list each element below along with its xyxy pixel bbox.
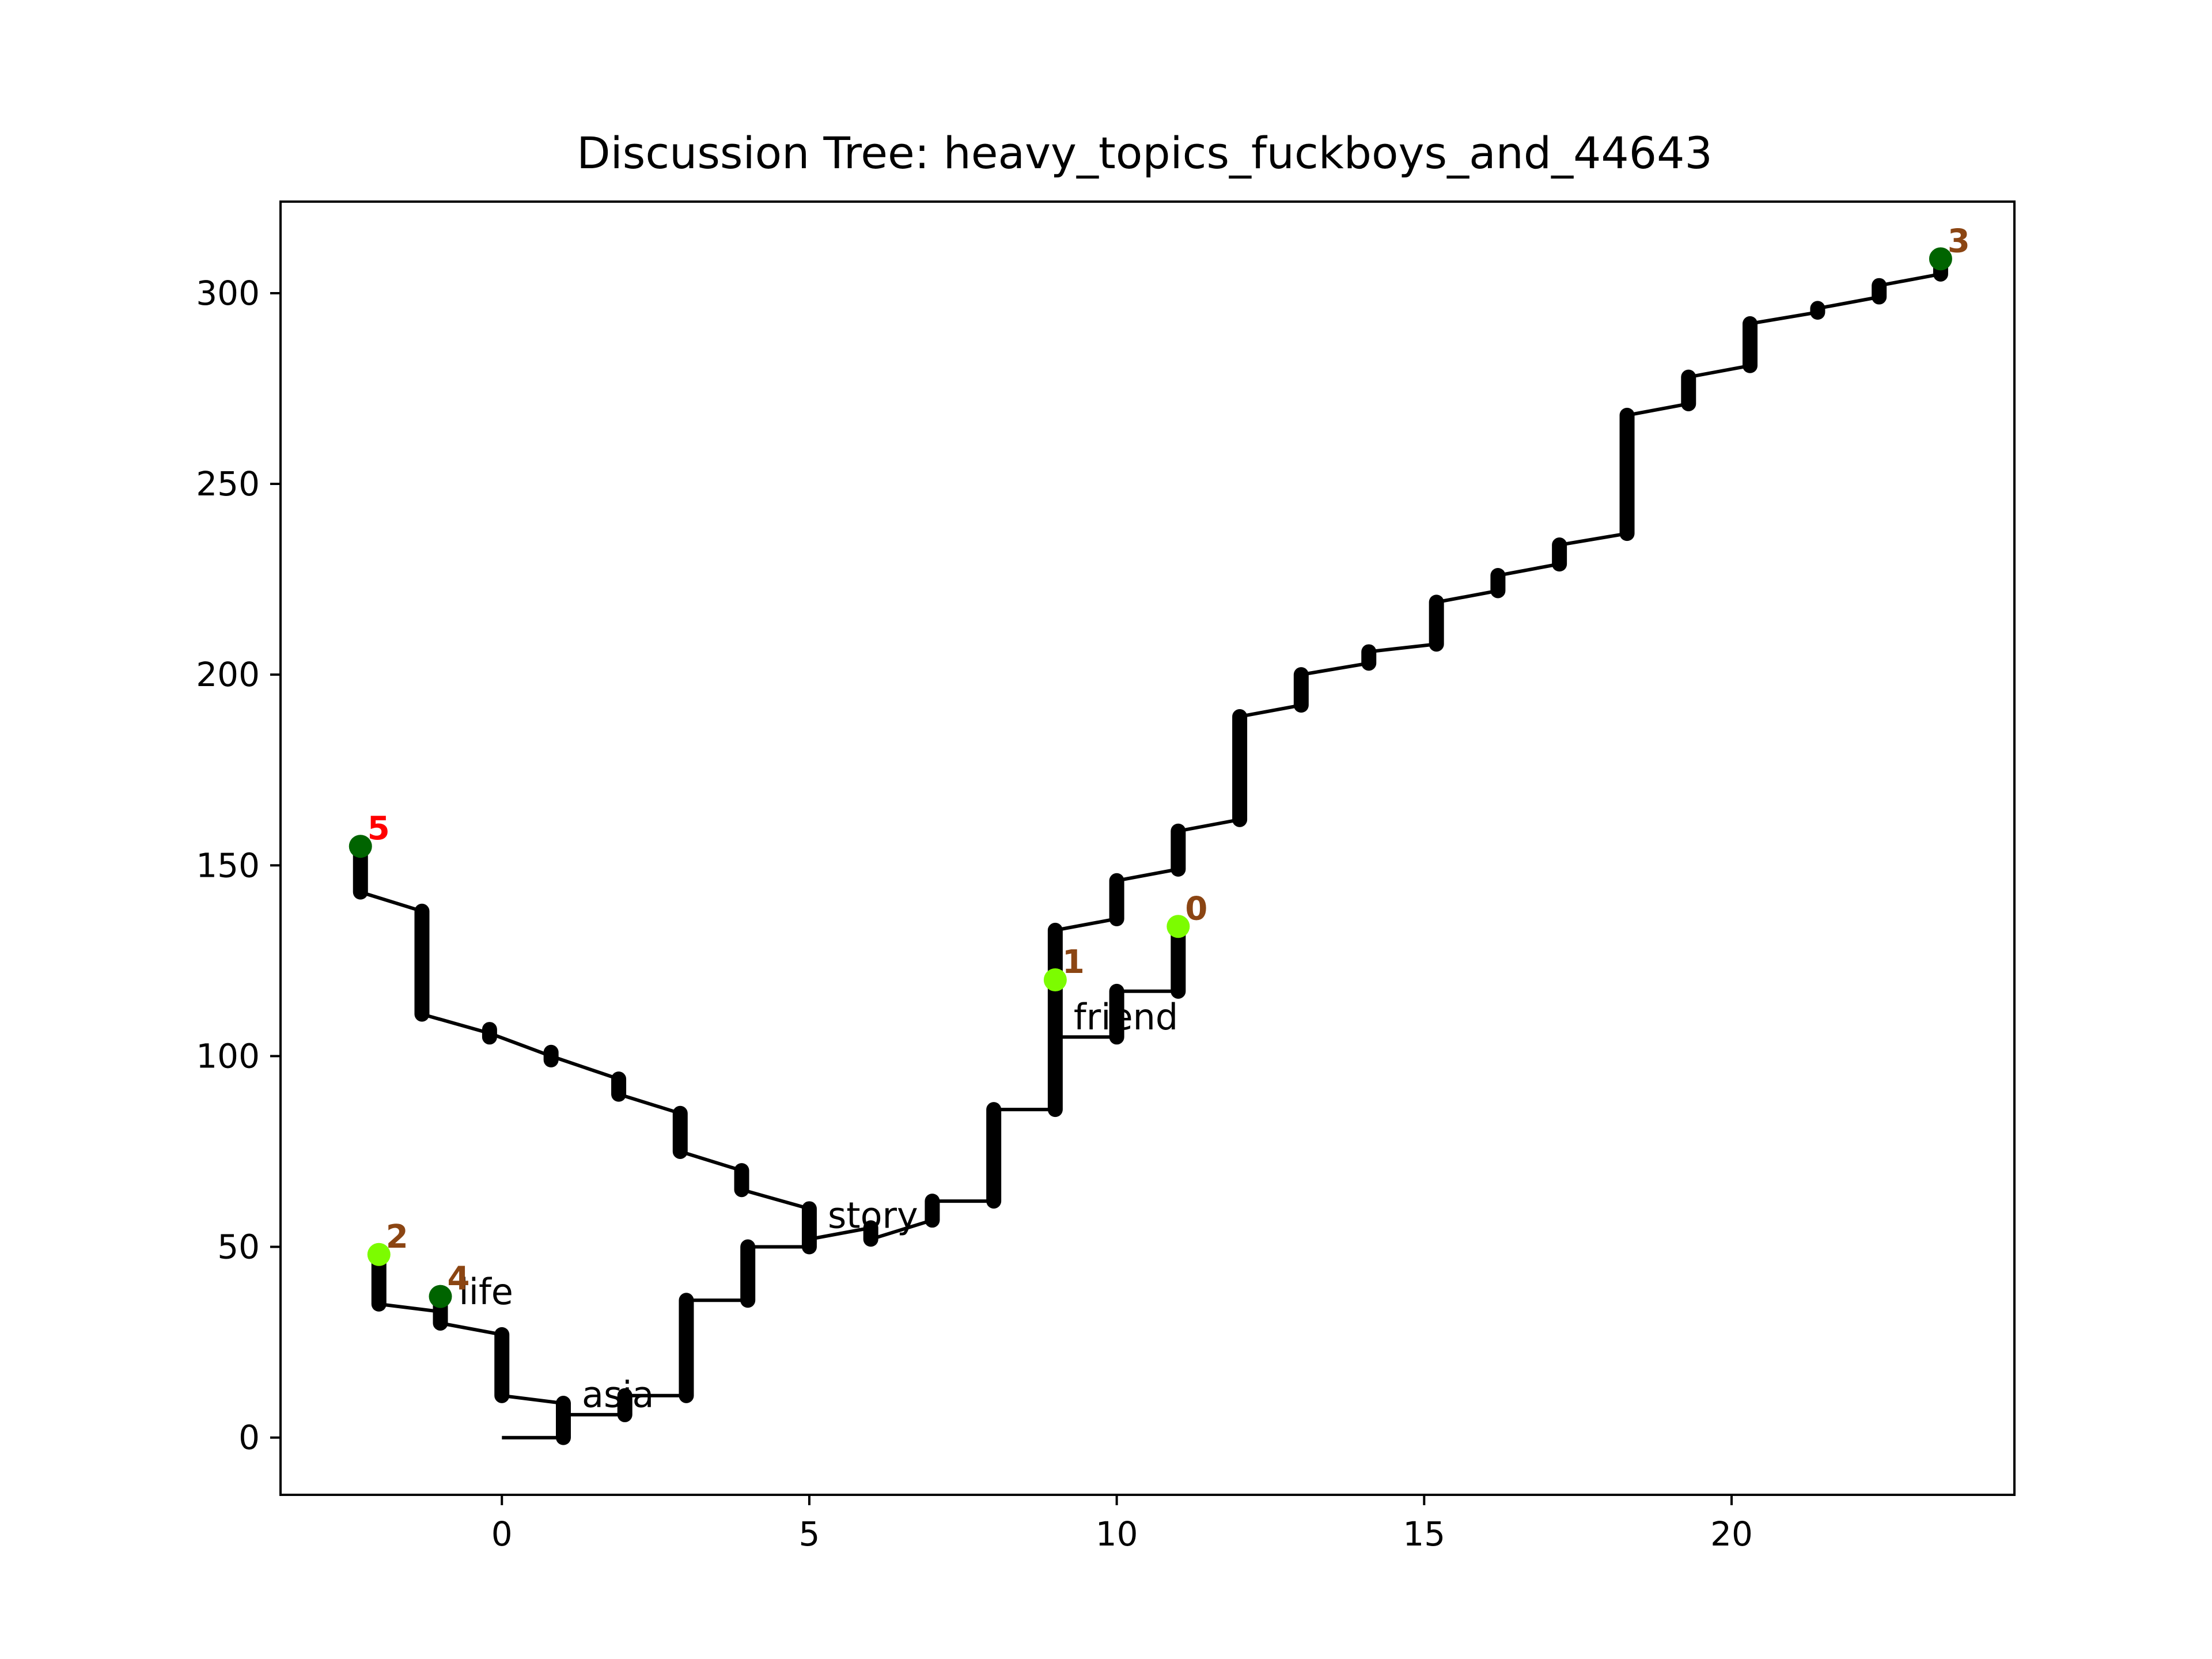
y-tick-label: 250: [196, 464, 260, 503]
tree-branch-2: [502, 1403, 565, 1440]
y-tick-label: 200: [196, 655, 260, 694]
node-marker-5: [349, 835, 372, 858]
x-tick-label: 0: [491, 1514, 513, 1554]
plot-area: story friend life asia 0 1 2 3 4 5: [349, 222, 1970, 1445]
topic-label-friend: friend: [1074, 996, 1178, 1038]
topic-label-story: story: [828, 1194, 918, 1236]
y-axis: 0 50 100 150 200 250 300: [196, 274, 281, 1457]
node-marker-4: [429, 1285, 452, 1308]
node-label-4: 4: [448, 1260, 470, 1298]
y-tick-label: 100: [196, 1036, 260, 1075]
node-marker-3: [1929, 247, 1952, 271]
x-tick-label: 20: [1710, 1514, 1753, 1554]
topic-label-life: life: [459, 1271, 513, 1313]
tree-branch-0: [358, 259, 1942, 1247]
node-marker-0: [1166, 915, 1190, 938]
x-tick-label: 15: [1403, 1514, 1445, 1554]
node-label-5: 5: [368, 810, 390, 847]
y-tick-label: 300: [196, 274, 260, 313]
plot-frame: [279, 200, 2016, 1496]
y-tick-label: 0: [238, 1418, 260, 1457]
node-label-0: 0: [1185, 890, 1207, 927]
x-axis: 0 5 10 15 20: [491, 1495, 1753, 1554]
chart-title: Discussion Tree: heavy_topics_fuckboys_a…: [577, 127, 1713, 179]
x-tick-label: 5: [798, 1514, 820, 1554]
node-marker-1: [1043, 968, 1067, 991]
topic-label-asia: asia: [582, 1374, 654, 1416]
node-marker-2: [367, 1243, 391, 1266]
node-label-2: 2: [386, 1218, 408, 1256]
x-tick-label: 10: [1096, 1514, 1138, 1554]
y-tick-label: 150: [196, 846, 260, 885]
y-tick-label: 50: [217, 1228, 260, 1267]
node-label-3: 3: [1948, 222, 1970, 260]
node-label-1: 1: [1062, 944, 1085, 981]
